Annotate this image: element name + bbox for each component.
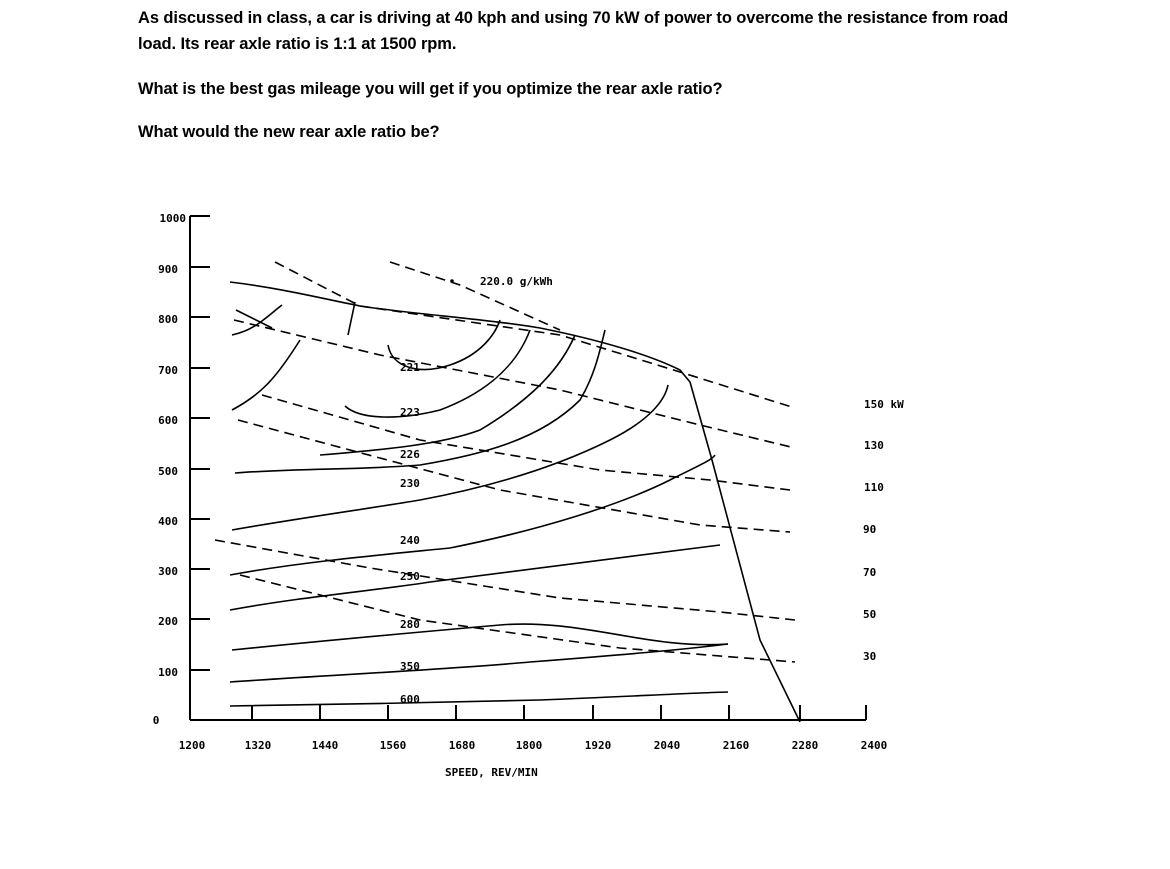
question-text-context: As discussed in class, a car is driving … [138,9,1009,53]
y-tick: 700 [158,364,178,377]
power-label: 150 kW [864,398,904,411]
power-label: 90 [863,523,876,536]
x-axis-title: SPEED, REV/MIN [445,766,538,779]
y-tick: 600 [158,414,178,427]
x-tick: 2160 [723,739,750,752]
min-bsfc-annotation: 220.0 g/kWh [480,275,553,288]
contour-label: 280 [400,618,420,631]
contour-label: 221 [400,361,420,374]
bsfc-contours [229,301,729,707]
x-axis-labels: 1200 1320 1440 1560 1680 1800 1920 2040 … [179,739,888,752]
question-text-axle-ratio: What would the new rear axle ratio be? [138,123,440,141]
y-tick: 200 [158,615,178,628]
power-labels: 150 kW 130 110 90 70 50 30 [863,398,904,663]
power-label: 50 [863,608,876,621]
y-tick: 900 [158,263,178,276]
y-tick: 800 [158,313,178,326]
y-tick: 1000 [160,212,187,225]
power-lines [214,261,796,663]
x-tick: 2040 [654,739,681,752]
contour-label: 350 [400,660,420,673]
bsfc-labels: 221 223 226 230 240 250 280 350 600 [400,361,420,706]
contour-label: 226 [400,448,420,461]
power-label: 30 [863,650,876,663]
y-tick: 100 [158,666,178,679]
power-label: 110 [864,481,884,494]
power-label: 130 [864,439,884,452]
x-tick: 1680 [449,739,476,752]
y-axis-labels: 1000 900 800 700 600 500 400 300 200 100… [153,212,186,727]
axes [189,215,867,721]
question-text-mileage: What is the best gas mileage you will ge… [138,80,723,98]
contour-label: 223 [400,406,420,419]
x-tick: 1560 [380,739,407,752]
contour-label: 230 [400,477,420,490]
y-tick: 300 [158,565,178,578]
x-tick: 1920 [585,739,612,752]
contour-label: 600 [400,693,420,706]
y-tick: 0 [153,714,160,727]
contour-label: 240 [400,534,420,547]
y-tick: 400 [158,515,178,528]
x-tick: 2280 [792,739,819,752]
x-tick: 1440 [312,739,339,752]
x-tick: 1320 [245,739,272,752]
full-load-curve [229,281,801,723]
x-tick: 1200 [179,739,206,752]
x-tick: 2400 [861,739,888,752]
y-tick: 500 [158,465,178,478]
power-label: 70 [863,566,876,579]
contour-label: 250 [400,570,420,583]
x-tick: 1800 [516,739,543,752]
